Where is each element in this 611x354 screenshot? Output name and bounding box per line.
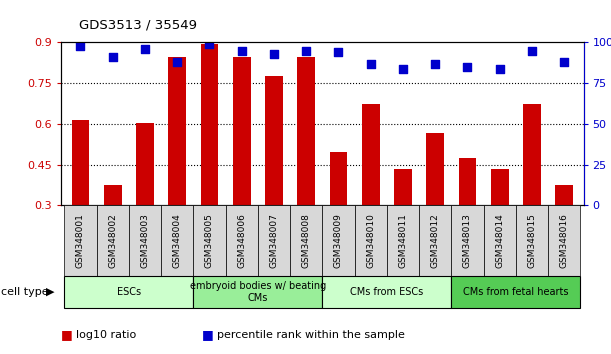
Text: GSM348012: GSM348012: [431, 213, 440, 268]
Bar: [168, 57, 186, 287]
Text: ESCs: ESCs: [117, 287, 141, 297]
Point: [398, 66, 408, 72]
Bar: [458, 158, 477, 287]
Point: [559, 59, 569, 65]
Bar: [104, 185, 122, 287]
Bar: [161, 205, 193, 276]
Point: [205, 41, 214, 47]
Point: [463, 64, 472, 70]
Bar: [354, 205, 387, 276]
FancyBboxPatch shape: [452, 276, 580, 308]
Text: embryoid bodies w/ beating
CMs: embryoid bodies w/ beating CMs: [189, 281, 326, 303]
Bar: [362, 104, 379, 287]
Bar: [193, 205, 225, 276]
Bar: [233, 57, 251, 287]
Text: GSM348006: GSM348006: [237, 213, 246, 268]
Bar: [394, 169, 412, 287]
Bar: [71, 120, 89, 287]
Bar: [258, 205, 290, 276]
Text: GSM348002: GSM348002: [108, 213, 117, 268]
Bar: [483, 205, 516, 276]
Point: [172, 59, 182, 65]
Bar: [387, 205, 419, 276]
Bar: [298, 57, 315, 287]
Point: [108, 54, 117, 60]
Bar: [225, 205, 258, 276]
Text: percentile rank within the sample: percentile rank within the sample: [217, 330, 404, 339]
FancyBboxPatch shape: [193, 276, 323, 308]
Bar: [452, 205, 483, 276]
Text: GSM348005: GSM348005: [205, 213, 214, 268]
Text: GSM348010: GSM348010: [366, 213, 375, 268]
Text: GSM348011: GSM348011: [398, 213, 408, 268]
FancyBboxPatch shape: [323, 276, 452, 308]
Bar: [555, 185, 573, 287]
Point: [430, 61, 440, 67]
Bar: [426, 133, 444, 287]
Bar: [265, 76, 283, 287]
Text: GSM348008: GSM348008: [302, 213, 310, 268]
Point: [76, 43, 86, 48]
Text: GSM348009: GSM348009: [334, 213, 343, 268]
Text: cell type: cell type: [1, 287, 49, 297]
Text: CMs from ESCs: CMs from ESCs: [350, 287, 423, 297]
FancyBboxPatch shape: [64, 276, 193, 308]
Point: [269, 51, 279, 57]
Bar: [200, 44, 218, 287]
Text: ■: ■: [61, 328, 73, 341]
Text: ▶: ▶: [46, 287, 54, 297]
Point: [495, 66, 505, 72]
Bar: [97, 205, 129, 276]
Point: [334, 50, 343, 55]
Text: GSM348001: GSM348001: [76, 213, 85, 268]
Text: GDS3513 / 35549: GDS3513 / 35549: [79, 18, 197, 31]
Bar: [323, 205, 354, 276]
Text: GSM348016: GSM348016: [560, 213, 569, 268]
Bar: [548, 205, 580, 276]
Text: CMs from fetal hearts: CMs from fetal hearts: [463, 287, 569, 297]
Bar: [516, 205, 548, 276]
Point: [140, 46, 150, 52]
Bar: [523, 104, 541, 287]
Point: [301, 48, 311, 53]
Text: GSM348014: GSM348014: [495, 213, 504, 268]
Bar: [290, 205, 323, 276]
Bar: [491, 169, 508, 287]
Text: GSM348013: GSM348013: [463, 213, 472, 268]
Bar: [329, 152, 347, 287]
Text: log10 ratio: log10 ratio: [76, 330, 137, 339]
Bar: [64, 205, 97, 276]
Point: [366, 61, 376, 67]
Text: GSM348007: GSM348007: [269, 213, 279, 268]
Text: GSM348015: GSM348015: [527, 213, 536, 268]
Text: GSM348003: GSM348003: [141, 213, 150, 268]
Bar: [419, 205, 452, 276]
Text: GSM348004: GSM348004: [173, 213, 181, 268]
Bar: [136, 122, 154, 287]
Text: ■: ■: [202, 328, 213, 341]
Bar: [129, 205, 161, 276]
Point: [527, 48, 537, 53]
Point: [237, 48, 247, 53]
